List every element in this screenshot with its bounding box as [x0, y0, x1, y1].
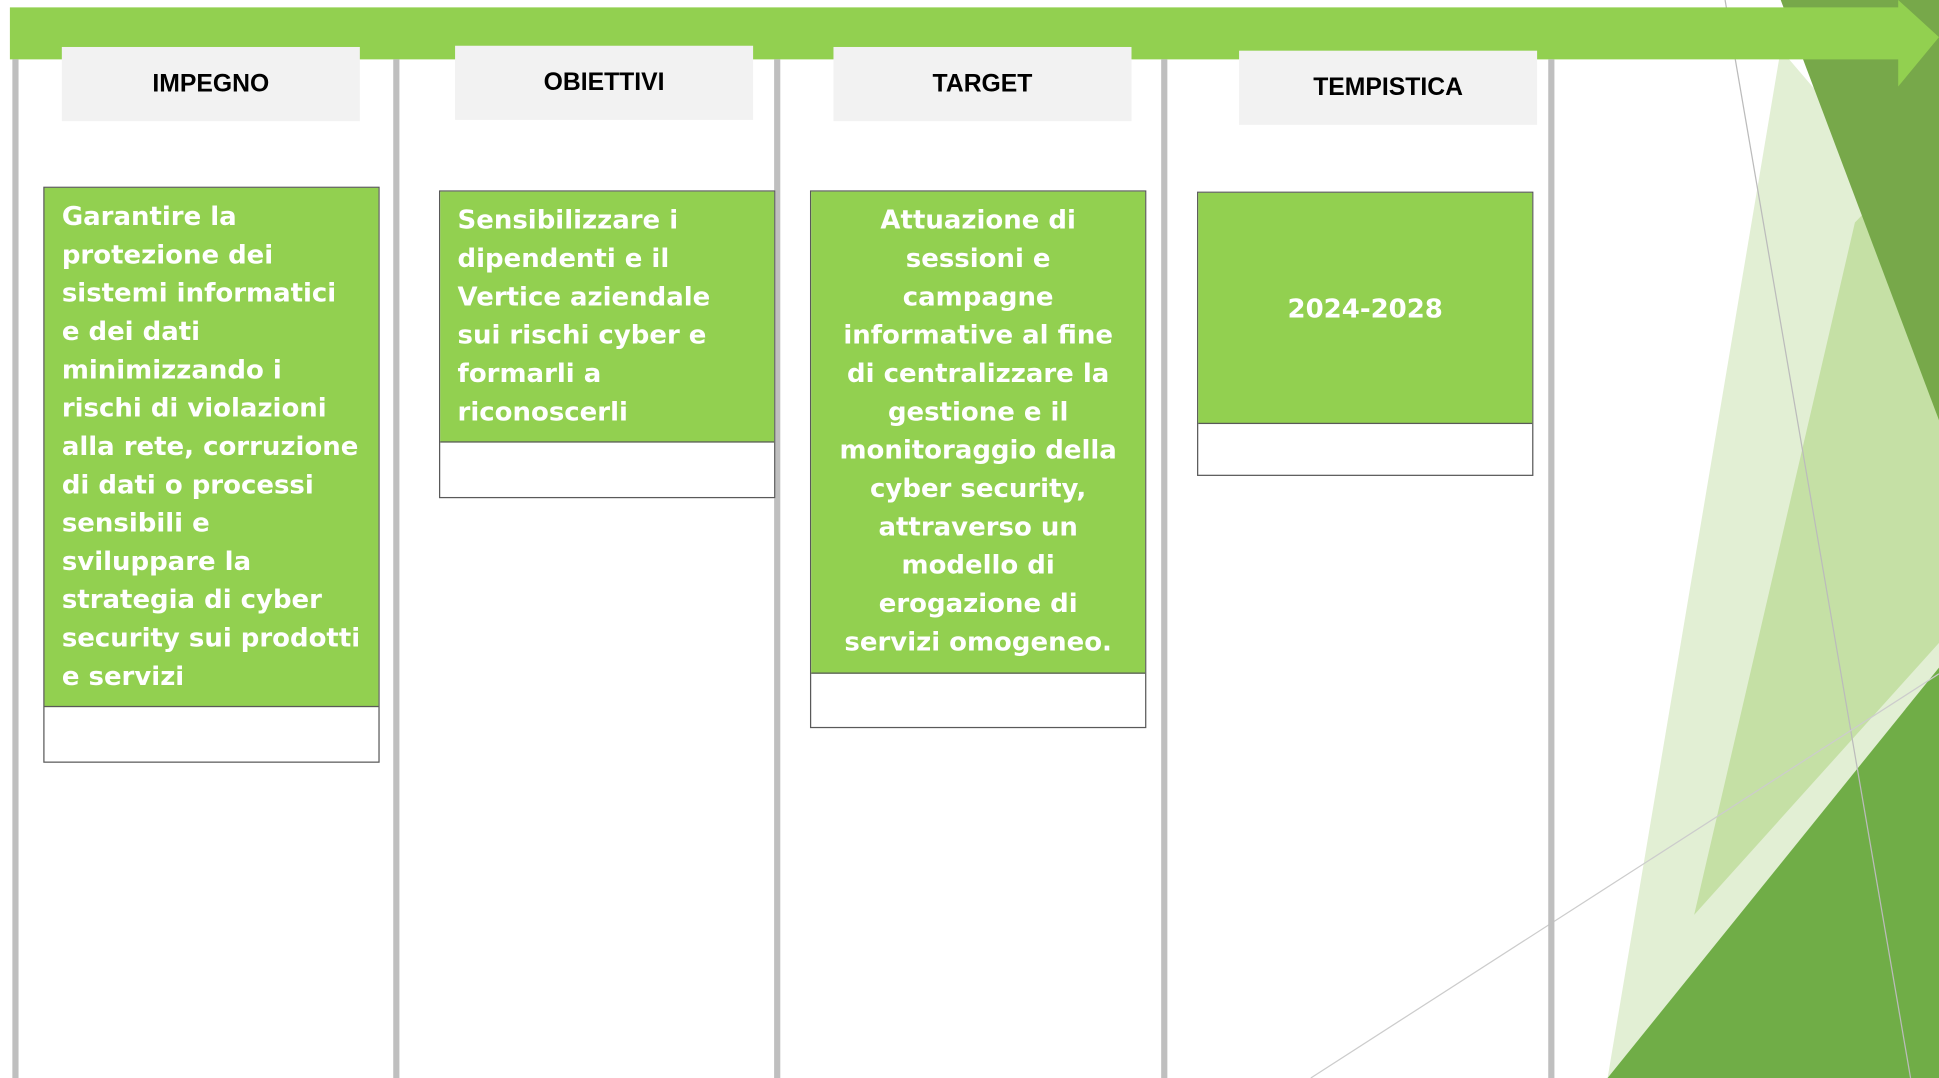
card: Sensibilizzare i dipendenti e il Vertice…: [438, 190, 776, 499]
card: Garantire la protezione dei sistemi info…: [43, 186, 380, 763]
card-text: Attuazione di sessioni e campagne inform…: [811, 191, 1146, 674]
card-text: Garantire la protezione dei sistemi info…: [44, 187, 379, 708]
column-header: IMPEGNO: [61, 46, 360, 122]
column-header: OBIETTIVI: [455, 45, 754, 120]
timeline-arrow: [9, 0, 1939, 87]
deco-line: [1724, 0, 1912, 1078]
deco-shape: [1780, 0, 1939, 421]
column-header: TEMPISTICA: [1239, 50, 1538, 125]
card-text: Sensibilizzare i dipendenti e il Vertice…: [440, 191, 775, 443]
deco-shape: [1694, 135, 1939, 915]
column-dividers: [12, 59, 1555, 1078]
column-header: TARGET: [833, 46, 1132, 122]
deco-line: [1310, 673, 1939, 1078]
card-text: 2024-2028: [1198, 192, 1533, 425]
card: 2024-2028: [1197, 191, 1534, 476]
card: Attuazione di sessioni e campagne inform…: [809, 190, 1147, 729]
